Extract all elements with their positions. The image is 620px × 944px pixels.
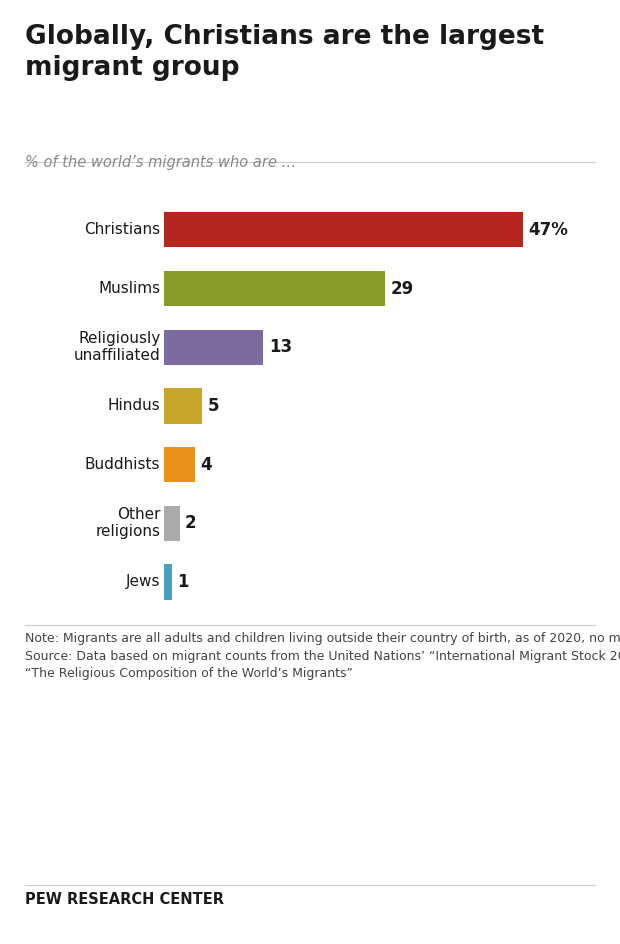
Text: Christians: Christians xyxy=(84,223,161,237)
Text: Religiously
unaffiliated: Religiously unaffiliated xyxy=(74,331,161,363)
Bar xyxy=(164,447,195,482)
Text: 4: 4 xyxy=(200,456,212,474)
Text: PEW RESEARCH CENTER: PEW RESEARCH CENTER xyxy=(25,892,224,907)
Bar xyxy=(164,212,523,247)
Bar xyxy=(164,506,180,541)
Text: Muslims: Muslims xyxy=(99,281,161,296)
Bar xyxy=(164,271,386,306)
Text: 29: 29 xyxy=(391,279,414,297)
Text: 13: 13 xyxy=(269,338,292,356)
Text: % of the world’s migrants who are …: % of the world’s migrants who are … xyxy=(25,155,296,170)
Text: 1: 1 xyxy=(177,573,188,591)
Bar xyxy=(164,565,172,599)
Text: Note: Migrants are all adults and children living outside their country of birth: Note: Migrants are all adults and childr… xyxy=(25,632,620,681)
Text: 5: 5 xyxy=(208,396,219,415)
Text: 2: 2 xyxy=(185,514,197,532)
Text: Jews: Jews xyxy=(126,575,161,589)
Bar xyxy=(164,329,264,364)
Text: Buddhists: Buddhists xyxy=(85,457,161,472)
Text: Globally, Christians are the largest
migrant group: Globally, Christians are the largest mig… xyxy=(25,24,544,80)
Text: 47%: 47% xyxy=(528,221,568,239)
Text: Hindus: Hindus xyxy=(108,398,161,413)
Text: Other
religions: Other religions xyxy=(95,507,161,539)
Bar xyxy=(164,388,202,424)
